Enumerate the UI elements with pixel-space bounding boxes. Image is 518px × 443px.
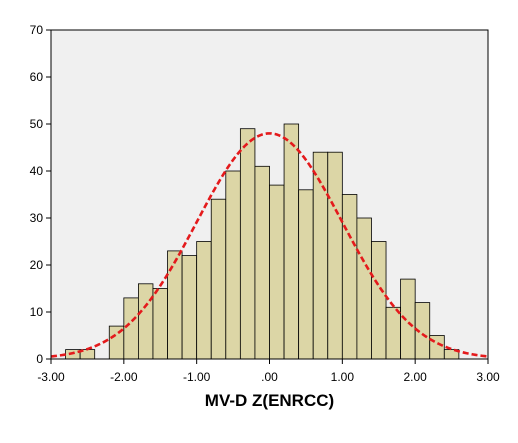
histogram-bar (341, 194, 358, 360)
histogram-bar (137, 283, 154, 360)
y-tick-label: 60 (30, 70, 44, 84)
histogram-bar (167, 250, 183, 360)
x-tick-label: -3.00 (37, 370, 65, 384)
y-tick-label: 10 (30, 305, 44, 319)
y-tick-label: 40 (30, 164, 44, 178)
histogram-bar (196, 241, 212, 360)
x-axis-title: MV-D Z(ENRCC) (205, 391, 334, 410)
x-tick-label: -2.00 (110, 370, 138, 384)
histogram-bar (152, 288, 168, 360)
y-tick-label: 20 (30, 258, 44, 272)
y-tick-label: 70 (30, 23, 44, 37)
histogram-bar (210, 198, 227, 360)
histogram-bar (385, 306, 401, 360)
histogram-bar (269, 184, 285, 360)
normal-curve-line (50, 132, 489, 358)
y-axis-ticks: 0 10 20 30 40 50 60 70 (30, 23, 51, 366)
x-tick-label: .00 (261, 370, 278, 384)
histogram-bar (371, 241, 387, 360)
histogram-bar (239, 128, 256, 360)
y-tick-label: 30 (30, 211, 44, 225)
histogram-bar (400, 278, 416, 360)
histogram-bar (123, 297, 139, 360)
histogram-bar (298, 189, 314, 360)
histogram-bar (225, 170, 241, 360)
bars-group (65, 123, 460, 360)
x-tick-label: 2.00 (403, 370, 427, 384)
histogram-bar (181, 255, 198, 360)
histogram-bar (283, 123, 300, 360)
histogram-bar (356, 217, 372, 360)
x-tick-label: 1.00 (331, 370, 355, 384)
y-tick-label: 50 (30, 117, 44, 131)
histogram-bar (254, 165, 270, 360)
histogram-bar (327, 151, 343, 360)
y-tick-label: 0 (36, 352, 43, 366)
x-tick-label: 3.00 (476, 370, 500, 384)
x-axis-ticks: -3.00 -2.00 -1.00 .00 1.00 2.00 3.00 (37, 359, 500, 384)
x-tick-label: -1.00 (183, 370, 211, 384)
